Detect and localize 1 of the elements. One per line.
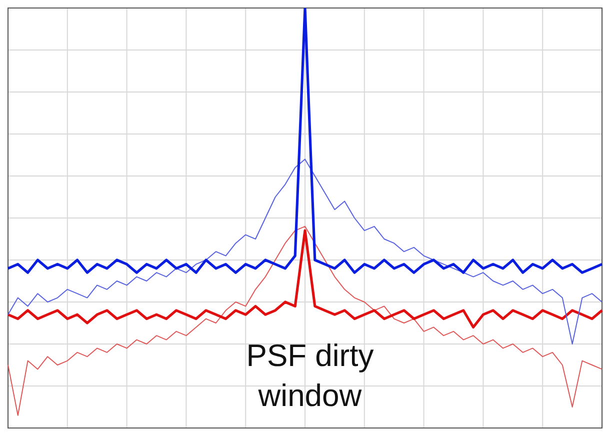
annotation: PSF dirty window (245, 337, 375, 415)
